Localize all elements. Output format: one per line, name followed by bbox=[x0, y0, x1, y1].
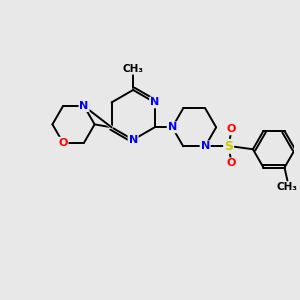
Text: N: N bbox=[128, 135, 138, 145]
Text: O: O bbox=[227, 124, 236, 134]
Text: S: S bbox=[224, 140, 233, 153]
Text: CH₃: CH₃ bbox=[123, 64, 144, 74]
Text: N: N bbox=[201, 141, 210, 151]
Text: N: N bbox=[168, 122, 177, 132]
Text: O: O bbox=[227, 158, 236, 168]
Text: O: O bbox=[58, 138, 68, 148]
Text: N: N bbox=[150, 98, 159, 107]
Text: CH₃: CH₃ bbox=[277, 182, 298, 192]
Text: N: N bbox=[80, 101, 89, 111]
